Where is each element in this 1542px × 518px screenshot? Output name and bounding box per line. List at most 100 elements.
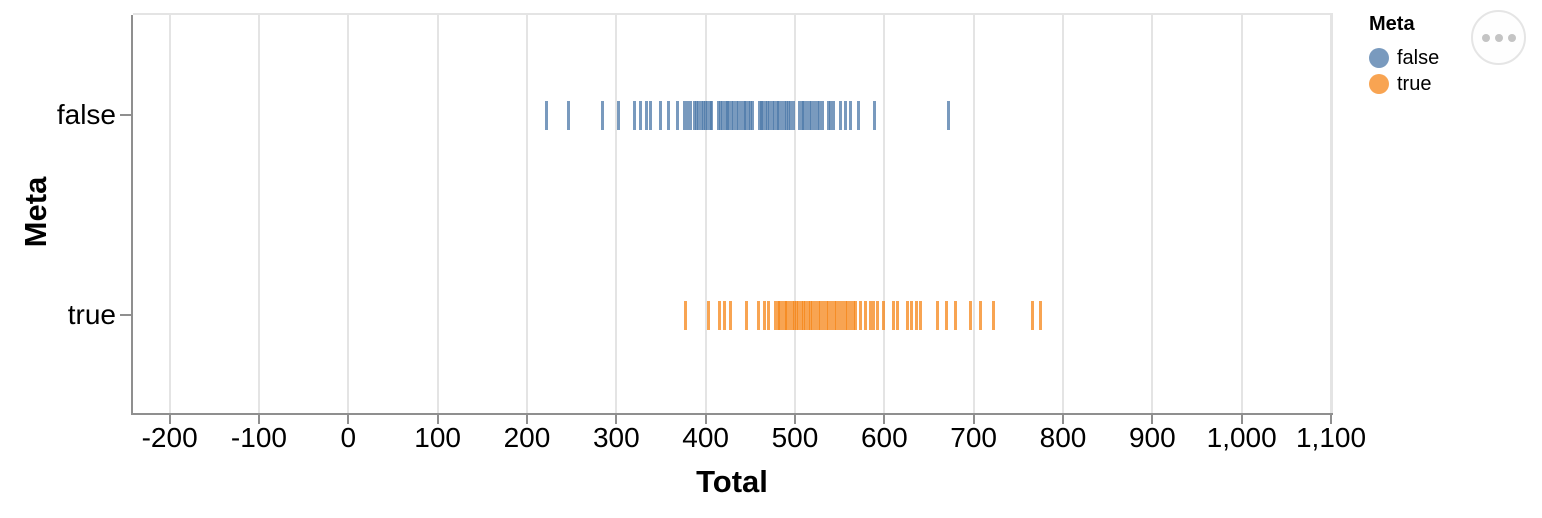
tick-mark	[545, 100, 549, 130]
tick-mark	[848, 100, 852, 130]
x-tick-mark	[525, 415, 528, 424]
legend-title: Meta	[1369, 13, 1415, 35]
y-axis-title: Meta	[18, 176, 53, 248]
tick-mark	[1031, 300, 1035, 330]
tick-mark	[757, 100, 761, 130]
tick-mark	[775, 100, 779, 130]
tick-mark	[909, 300, 913, 330]
tick-mark	[800, 100, 804, 130]
tick-mark	[831, 100, 835, 130]
tick-mark	[632, 100, 636, 130]
legend-label: false	[1397, 46, 1440, 69]
tick-mark	[768, 100, 772, 130]
plot-border-top	[133, 13, 1333, 15]
tick-mark	[810, 100, 814, 130]
y-axis-domain-line	[131, 15, 133, 415]
tick-mark	[737, 100, 741, 130]
tick-mark	[659, 100, 663, 130]
tick-mark	[858, 300, 862, 330]
x-tick-label: 1,100	[1295, 422, 1367, 453]
tick-mark	[739, 100, 743, 130]
tick-mark	[824, 300, 828, 330]
tick-mark	[780, 300, 784, 330]
tick-mark	[742, 100, 746, 130]
tick-mark	[780, 100, 784, 130]
tick-mark	[869, 300, 873, 330]
tick-mark	[864, 300, 868, 330]
tick-mark	[797, 100, 801, 130]
tick-mark	[846, 300, 850, 330]
tick-mark	[759, 100, 763, 130]
tick-mark	[766, 300, 770, 330]
gridline	[347, 15, 350, 415]
tick-mark	[776, 300, 780, 330]
tick-mark	[979, 300, 983, 330]
x-tick-label: 800	[1039, 422, 1087, 453]
tick-mark	[788, 300, 792, 330]
tick-mark	[813, 100, 817, 130]
tick-mark	[835, 300, 839, 330]
tick-mark	[945, 300, 949, 330]
tick-mark	[843, 300, 847, 330]
tick-mark	[725, 100, 729, 130]
tick-mark	[896, 300, 900, 330]
tick-mark	[785, 300, 789, 330]
tick-mark	[795, 300, 799, 330]
x-tick-label: 600	[860, 422, 908, 453]
tick-mark	[682, 100, 686, 130]
x-tick-label: 700	[950, 422, 997, 453]
tick-mark	[730, 100, 734, 130]
tick-mark	[705, 100, 709, 130]
x-tick-mark	[436, 415, 439, 424]
tick-mark	[706, 300, 710, 330]
tick-mark	[699, 100, 703, 130]
tick-mark	[872, 300, 876, 330]
tick-mark	[722, 300, 726, 330]
x-tick-mark	[793, 415, 796, 424]
gridline	[704, 15, 707, 415]
tick-mark	[645, 100, 649, 130]
x-tick-label: 0	[340, 422, 357, 453]
x-tick-mark	[347, 415, 350, 424]
x-tick-label: 300	[592, 422, 640, 453]
x-tick-label: -100	[230, 422, 287, 453]
tick-mark	[784, 100, 788, 130]
gridline	[1151, 15, 1154, 415]
tick-mark	[727, 100, 731, 130]
x-axis-domain-line	[131, 413, 1333, 415]
tick-mark	[710, 100, 714, 130]
gridline	[793, 15, 796, 415]
tick-mark	[696, 100, 700, 130]
tick-mark	[782, 100, 786, 130]
tick-mark	[808, 300, 812, 330]
tick-mark	[814, 300, 818, 330]
tick-mark	[773, 300, 777, 330]
tick-mark	[756, 300, 760, 330]
tick-mark	[704, 100, 708, 130]
tick-mark	[826, 100, 830, 130]
tick-mark	[843, 100, 847, 130]
tick-mark	[692, 100, 696, 130]
tick-mark	[771, 100, 775, 130]
tick-mark	[872, 100, 876, 130]
tick-mark	[818, 100, 822, 130]
x-tick-label: 900	[1128, 422, 1176, 453]
gridline	[883, 15, 886, 415]
chart-actions-button[interactable]	[1471, 10, 1526, 65]
x-tick-label: -200	[141, 422, 198, 453]
tick-mark	[918, 300, 922, 330]
tick-mark	[761, 100, 765, 130]
tick-mark	[827, 300, 831, 330]
y-category-label: true	[67, 299, 116, 330]
tick-mark	[695, 100, 699, 130]
tick-mark	[854, 300, 858, 330]
tick-mark	[747, 100, 751, 130]
x-tick-label: 400	[682, 422, 729, 453]
tick-mark	[676, 100, 680, 130]
tick-mark	[832, 300, 836, 330]
tick-mark	[648, 100, 652, 130]
tick-mark	[731, 100, 735, 130]
tick-mark	[708, 100, 712, 130]
tick-mark	[716, 100, 720, 130]
